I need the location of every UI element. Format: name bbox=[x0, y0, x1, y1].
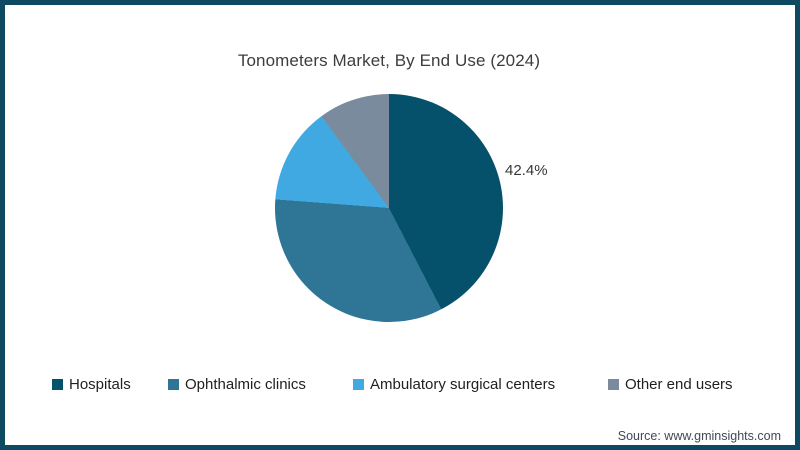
pie-chart bbox=[275, 94, 503, 322]
legend-label-hospitals: Hospitals bbox=[69, 376, 131, 393]
chart-title: Tonometers Market, By End Use (2024) bbox=[237, 51, 541, 70]
legend-item-hospitals: Hospitals bbox=[52, 376, 131, 393]
ambulatory-surgical-centers-swatch-icon bbox=[353, 379, 364, 390]
legend-label-other-end-users: Other end users bbox=[625, 376, 733, 393]
other-end-users-swatch-icon bbox=[608, 379, 619, 390]
ophthalmic-clinics-swatch-icon bbox=[168, 379, 179, 390]
legend-item-ophthalmic-clinics: Ophthalmic clinics bbox=[168, 376, 306, 393]
hospitals-swatch-icon bbox=[52, 379, 63, 390]
legend-label-ambulatory-surgical-centers: Ambulatory surgical centers bbox=[370, 376, 556, 393]
legend-label-ophthalmic-clinics: Ophthalmic clinics bbox=[185, 376, 306, 393]
legend-item-ambulatory-surgical-centers: Ambulatory surgical centers bbox=[353, 376, 555, 393]
source-attribution: Source: www.gminsights.com bbox=[617, 429, 781, 443]
hospitals-slice-value-label: 42.4% bbox=[505, 162, 548, 179]
legend-item-other-end-users: Other end users bbox=[608, 376, 733, 393]
legend: Hospitals Ophthalmic clinics Ambulatory … bbox=[5, 376, 795, 400]
